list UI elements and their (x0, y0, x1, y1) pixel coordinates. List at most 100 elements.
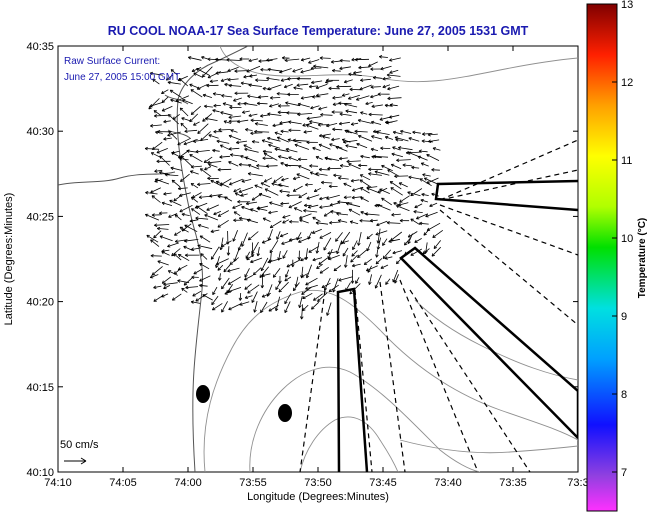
current-vector (329, 202, 340, 206)
current-vector (282, 250, 288, 259)
current-vector (196, 83, 208, 90)
current-vector (308, 245, 320, 253)
current-vector-head (213, 211, 217, 216)
current-vector (419, 178, 432, 187)
current-vector-head (159, 171, 163, 175)
current-vector (172, 113, 180, 120)
current-vector-head (274, 147, 278, 152)
marker-blob (278, 404, 292, 422)
current-vector-head (351, 195, 355, 200)
current-vector (266, 165, 278, 167)
current-vector (196, 205, 208, 215)
current-vector-head (173, 253, 177, 257)
current-vector-head (202, 118, 206, 122)
current-vector-head (375, 260, 380, 265)
current-vector-head (285, 147, 289, 152)
current-vector (228, 115, 242, 118)
current-vector-head (349, 220, 354, 224)
current-vector (274, 148, 290, 153)
current-vector (294, 144, 310, 150)
current-vector-head (199, 235, 204, 239)
current-vector (190, 170, 199, 175)
scale-label: 50 cm/s (60, 439, 99, 451)
y-tick-label: 40:30 (26, 126, 54, 138)
current-vector (384, 256, 393, 259)
current-vector-head (284, 58, 288, 63)
current-vector-head (369, 218, 373, 223)
current-vector-head (382, 76, 386, 81)
current-vector-head (280, 78, 284, 82)
current-vector-head (144, 146, 148, 151)
current-vector (377, 237, 381, 250)
x-tick-label: 74:05 (109, 477, 137, 489)
current-vector-head (315, 221, 319, 225)
current-vector (270, 97, 281, 99)
current-vector (319, 232, 332, 239)
current-vector (365, 102, 373, 105)
current-vector-head (310, 106, 314, 110)
map-layer (58, 46, 578, 472)
current-vector-head (329, 143, 333, 147)
current-vector-head (380, 66, 384, 71)
current-vector-head (251, 299, 255, 303)
current-vector-head (267, 260, 271, 264)
current-vector-head (297, 165, 302, 169)
current-vector (338, 219, 348, 223)
current-vector (170, 69, 178, 76)
current-vector (181, 117, 191, 122)
current-vector (191, 67, 202, 72)
current-vector-head (268, 210, 272, 215)
current-vector-head (297, 157, 301, 162)
current-vector-head (149, 71, 154, 76)
y-tick-label: 40:25 (26, 211, 54, 223)
current-vector-head (392, 130, 397, 135)
current-vector-head (199, 278, 203, 282)
current-vector (394, 274, 399, 284)
current-vector-head (292, 69, 296, 73)
current-vector (153, 230, 162, 239)
current-vector-head (349, 87, 353, 92)
current-vector-head (368, 63, 372, 67)
current-vector (167, 131, 181, 136)
current-vector-head (364, 212, 368, 216)
current-vector-head (193, 271, 197, 275)
current-vector-head (161, 251, 165, 255)
current-vector (338, 276, 353, 281)
current-vector (210, 180, 223, 187)
x-tick-label: 73:40 (434, 477, 462, 489)
current-vector (244, 148, 259, 153)
current-vector-head (297, 112, 301, 117)
current-vector-head (381, 197, 385, 201)
current-vector (258, 59, 273, 62)
current-vector-head (157, 129, 161, 134)
current-vector-head (289, 219, 293, 224)
current-vector (236, 140, 248, 144)
current-vector (358, 135, 373, 142)
current-vector-head (407, 191, 411, 195)
current-vector (398, 182, 408, 188)
current-vector (268, 211, 278, 214)
current-vector-head (374, 203, 378, 208)
current-vector-head (213, 129, 217, 134)
current-vector-head (195, 205, 200, 209)
current-vector-head (174, 239, 179, 243)
current-vector-head (301, 291, 305, 295)
current-vector-head (376, 204, 381, 208)
current-vector-head (253, 309, 257, 313)
sampling-track (399, 246, 578, 439)
current-vector-head (332, 127, 336, 132)
current-vector (230, 129, 238, 133)
current-vector (279, 121, 290, 124)
current-vector (424, 177, 438, 185)
current-vector-head (191, 208, 195, 212)
current-vector-head (178, 78, 183, 82)
current-vector (333, 174, 342, 177)
current-vector-head (183, 282, 188, 286)
current-vector (228, 147, 240, 150)
current-vector-head (297, 102, 301, 107)
x-tick-label: 73:50 (304, 477, 332, 489)
current-vector-head (350, 280, 355, 284)
current-vector-head (408, 137, 412, 141)
current-vector (359, 84, 372, 90)
current-vector-head (422, 132, 426, 136)
